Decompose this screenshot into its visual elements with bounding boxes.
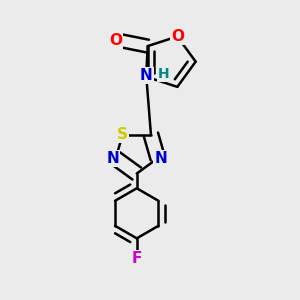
- Text: O: O: [171, 29, 184, 44]
- Text: N: N: [154, 151, 167, 166]
- Text: N: N: [106, 151, 119, 166]
- Text: S: S: [117, 127, 128, 142]
- Text: N: N: [140, 68, 153, 83]
- Text: F: F: [132, 251, 142, 266]
- Text: H: H: [158, 67, 170, 81]
- Text: O: O: [109, 33, 122, 48]
